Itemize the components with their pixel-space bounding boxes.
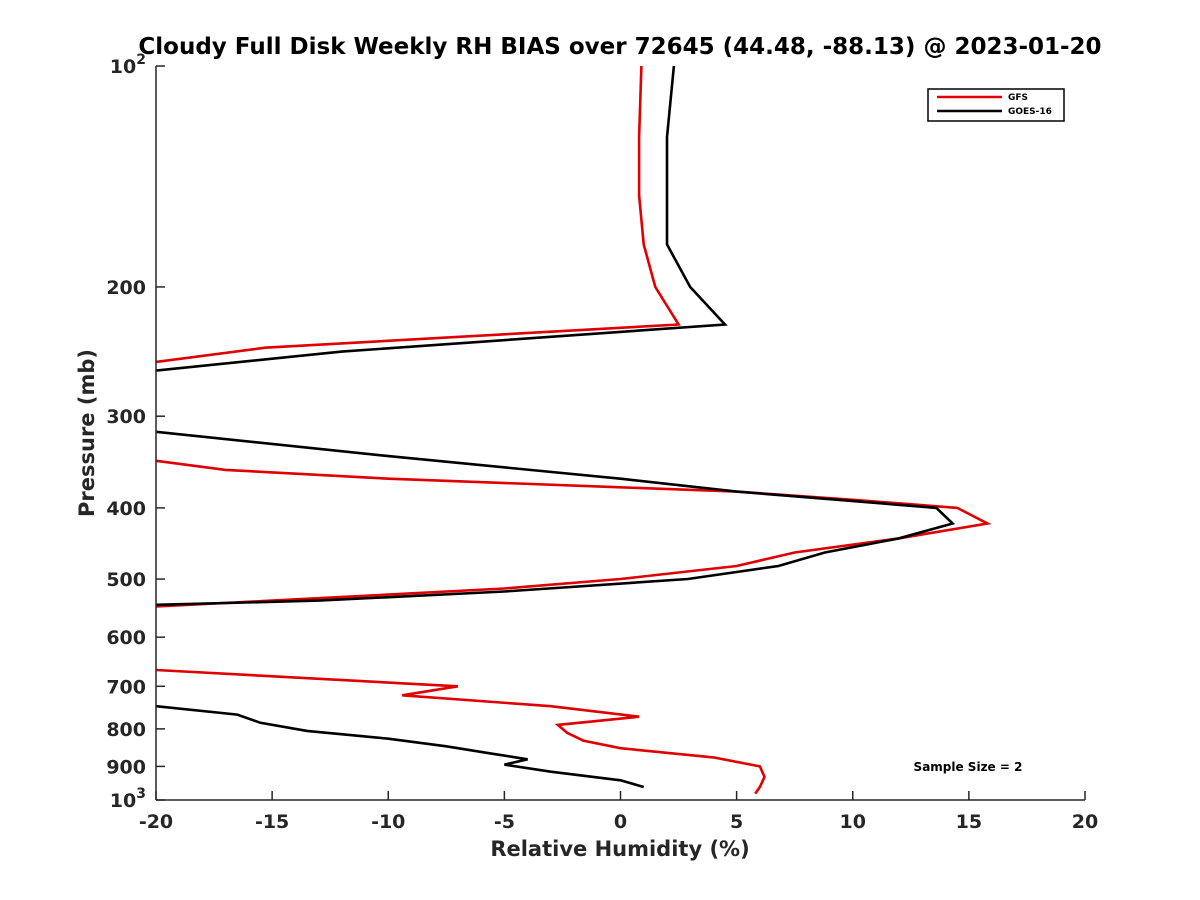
y-tick-label: 102 bbox=[110, 52, 146, 78]
series-layer bbox=[156, 65, 992, 795]
x-tick-label: 10 bbox=[840, 811, 866, 833]
legend-label-goes16: GOES-16 bbox=[1008, 107, 1052, 117]
y-tick-label: 103 bbox=[110, 786, 146, 812]
series-line-goes16-segment-3 bbox=[156, 704, 645, 789]
y-tick-label: 500 bbox=[106, 569, 146, 591]
x-tick-label: -20 bbox=[139, 811, 173, 833]
chart-title: Cloudy Full Disk Weekly RH BIAS over 726… bbox=[138, 34, 1101, 60]
series-line-goes16-segment-2 bbox=[156, 430, 956, 607]
y-tick-label: 600 bbox=[106, 627, 146, 649]
x-axis-label: Relative Humidity (%) bbox=[490, 837, 749, 861]
legend-label-gfs: GFS bbox=[1008, 93, 1028, 103]
legend-box bbox=[927, 88, 1065, 122]
y-tick-label: 300 bbox=[106, 406, 146, 428]
y-tick-label: 700 bbox=[106, 676, 146, 698]
axes-frame bbox=[155, 66, 1085, 801]
x-tick-label: -15 bbox=[255, 811, 289, 833]
x-tick-label: 0 bbox=[614, 811, 627, 833]
y-tick-label: 800 bbox=[106, 719, 146, 741]
y-tick-label: 400 bbox=[106, 498, 146, 520]
sample-size-annotation: Sample Size = 2 bbox=[914, 760, 1023, 774]
x-tick-label: -10 bbox=[371, 811, 405, 833]
y-tick-label: 900 bbox=[106, 756, 146, 778]
x-tick-label: 20 bbox=[1072, 811, 1098, 833]
series-line-goes16-segment-1 bbox=[156, 65, 728, 372]
x-tick-label: -5 bbox=[494, 811, 515, 833]
y-axis-label: Pressure (mb) bbox=[75, 349, 99, 517]
tick-layer: -20 -15 -10 -5 0 5 10 15 20 102 200 300 400 500 600 700… bbox=[106, 52, 1098, 833]
x-tick-label: 5 bbox=[730, 811, 743, 833]
series-line-gfs-segment-1 bbox=[156, 65, 681, 364]
series-line-gfs-segment-3 bbox=[156, 668, 766, 795]
y-tick-label: 200 bbox=[106, 277, 146, 299]
x-tick-label: 15 bbox=[956, 811, 982, 833]
legend: GFS GOES-16 bbox=[927, 88, 1065, 122]
series-line-gfs-segment-2 bbox=[156, 459, 992, 608]
